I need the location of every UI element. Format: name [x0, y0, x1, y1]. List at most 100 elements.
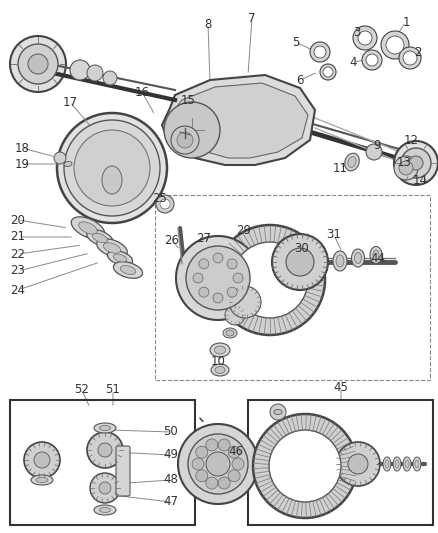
Text: 3: 3	[353, 26, 360, 38]
Circle shape	[187, 434, 247, 494]
Circle shape	[309, 42, 329, 62]
Circle shape	[90, 473, 120, 503]
Text: 31: 31	[326, 229, 341, 241]
Ellipse shape	[347, 157, 355, 167]
Circle shape	[28, 54, 48, 74]
Circle shape	[352, 26, 376, 50]
Text: 49: 49	[163, 448, 178, 462]
Circle shape	[322, 67, 332, 77]
Circle shape	[64, 120, 159, 216]
Text: 52: 52	[74, 384, 89, 397]
Circle shape	[191, 458, 204, 470]
Text: 8: 8	[204, 18, 211, 30]
Text: 10: 10	[210, 356, 225, 368]
Circle shape	[218, 477, 230, 489]
Circle shape	[385, 36, 403, 54]
Text: 16: 16	[134, 85, 149, 99]
Text: 46: 46	[228, 446, 243, 458]
Circle shape	[335, 442, 379, 486]
Circle shape	[195, 470, 207, 482]
Circle shape	[272, 234, 327, 290]
Circle shape	[159, 199, 170, 209]
Circle shape	[398, 47, 420, 69]
Ellipse shape	[402, 457, 410, 471]
Circle shape	[103, 71, 117, 85]
Ellipse shape	[344, 153, 358, 171]
Text: 12: 12	[403, 133, 417, 147]
Circle shape	[408, 156, 422, 170]
Circle shape	[365, 144, 381, 160]
Circle shape	[365, 54, 377, 66]
Circle shape	[233, 273, 243, 283]
Circle shape	[176, 236, 259, 320]
Circle shape	[87, 432, 123, 468]
Text: 18: 18	[14, 141, 29, 155]
Circle shape	[313, 46, 325, 58]
Text: 48: 48	[163, 473, 178, 487]
Circle shape	[70, 60, 90, 80]
Ellipse shape	[392, 457, 400, 471]
Circle shape	[252, 414, 356, 518]
Circle shape	[226, 287, 237, 297]
Ellipse shape	[404, 460, 408, 468]
Ellipse shape	[71, 217, 105, 239]
Text: 25: 25	[152, 191, 167, 205]
Ellipse shape	[369, 246, 381, 263]
Circle shape	[393, 156, 417, 180]
Text: 23: 23	[11, 264, 25, 278]
Text: 47: 47	[163, 496, 178, 508]
Circle shape	[18, 44, 58, 84]
Circle shape	[98, 443, 112, 457]
Circle shape	[34, 452, 50, 468]
Text: 27: 27	[196, 231, 211, 245]
Circle shape	[212, 293, 223, 303]
Text: 26: 26	[164, 233, 179, 246]
Circle shape	[87, 65, 103, 81]
Circle shape	[268, 430, 340, 502]
Ellipse shape	[113, 262, 142, 278]
Circle shape	[231, 242, 307, 318]
Ellipse shape	[103, 243, 120, 253]
Circle shape	[231, 458, 244, 470]
Circle shape	[198, 287, 208, 297]
Circle shape	[10, 36, 66, 92]
Circle shape	[212, 253, 223, 263]
Circle shape	[164, 102, 219, 158]
Circle shape	[205, 477, 217, 489]
FancyBboxPatch shape	[116, 446, 130, 496]
Text: 5: 5	[292, 36, 299, 49]
Circle shape	[177, 132, 193, 148]
Text: 9: 9	[372, 139, 380, 151]
Ellipse shape	[372, 250, 378, 260]
Circle shape	[400, 148, 430, 178]
Text: 45: 45	[333, 382, 348, 394]
Circle shape	[228, 446, 240, 458]
Text: 44: 44	[370, 252, 385, 264]
Bar	[247, 400, 432, 525]
Ellipse shape	[102, 166, 122, 194]
Text: 4: 4	[349, 55, 356, 69]
Ellipse shape	[354, 253, 360, 263]
Ellipse shape	[31, 475, 53, 485]
Ellipse shape	[351, 249, 364, 267]
Ellipse shape	[384, 460, 388, 468]
Circle shape	[155, 195, 173, 213]
Circle shape	[171, 126, 198, 154]
Ellipse shape	[211, 364, 229, 376]
Circle shape	[195, 446, 207, 458]
Circle shape	[361, 50, 381, 70]
Circle shape	[269, 404, 285, 420]
Ellipse shape	[107, 251, 132, 265]
Ellipse shape	[273, 409, 281, 415]
Circle shape	[74, 130, 150, 206]
Circle shape	[285, 248, 313, 276]
Text: 30: 30	[294, 241, 309, 254]
Ellipse shape	[414, 460, 418, 468]
Text: 19: 19	[14, 157, 29, 171]
Ellipse shape	[92, 233, 107, 243]
Circle shape	[380, 31, 408, 59]
Polygon shape	[162, 75, 314, 165]
Circle shape	[347, 454, 367, 474]
Circle shape	[24, 442, 60, 478]
Ellipse shape	[215, 367, 225, 374]
